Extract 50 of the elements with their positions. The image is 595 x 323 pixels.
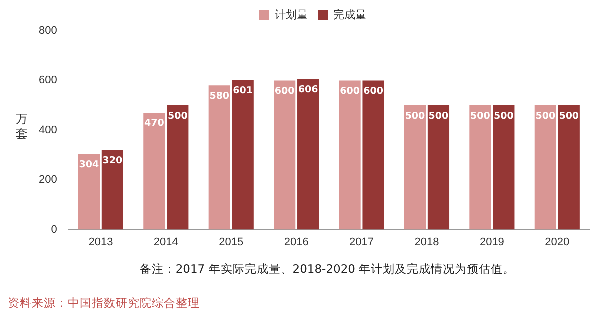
x-tick-label: 2019 [480,236,504,248]
y-tick-label: 600 [38,74,58,87]
bar [428,106,450,230]
bar [534,106,556,230]
bar [208,86,230,230]
data-label: 500 [536,110,556,122]
data-label: 500 [559,110,580,122]
bar [274,80,296,230]
bar [558,106,580,230]
data-label: 500 [494,110,514,122]
x-tick-label: 2014 [154,236,178,248]
x-tick-label: 2016 [284,236,309,248]
bar [339,80,361,230]
data-label: 600 [274,86,296,97]
data-label: 500 [470,110,491,122]
y-tick-label: 800 [38,25,58,38]
data-label: 500 [405,110,426,122]
x-tick-label: 2013 [88,236,114,248]
x-tick-label: 2020 [545,236,570,248]
text: 备注：2017 年实际完成量、2018-2020 年计划及完成情况为预估值。 [138,262,516,277]
bar [404,106,426,230]
legend-label: 完成量 [334,8,366,22]
data-label: 580 [210,90,230,102]
y-tick-label: 200 [38,174,58,186]
y-axis-title: 万套 [16,112,29,142]
data-label: 601 [233,86,254,97]
bar [493,106,515,230]
data-label: 320 [102,156,123,166]
x-tick-label: 2015 [219,236,244,248]
legend-label: 计划量 [275,8,308,22]
bar [102,150,124,230]
bar [362,80,384,230]
data-label: 500 [428,110,450,122]
data-label: 600 [340,86,360,97]
bar [298,79,320,230]
bar [167,106,189,230]
bar [78,154,100,230]
x-tick-label: 2017 [350,236,374,248]
bar [144,113,166,230]
text: 资料来源：中国指数研究院综合整理 [8,296,200,311]
data-label: 304 [79,159,100,170]
x-tick-label: 2018 [414,236,440,248]
bar [470,106,492,230]
data-label: 600 [364,86,384,97]
y-tick-label: 400 [38,124,58,136]
data-label: 470 [144,118,165,130]
y-tick-label: 0 [51,224,58,236]
data-label: 500 [168,110,188,122]
data-label: 606 [298,84,319,96]
bar [232,80,254,230]
